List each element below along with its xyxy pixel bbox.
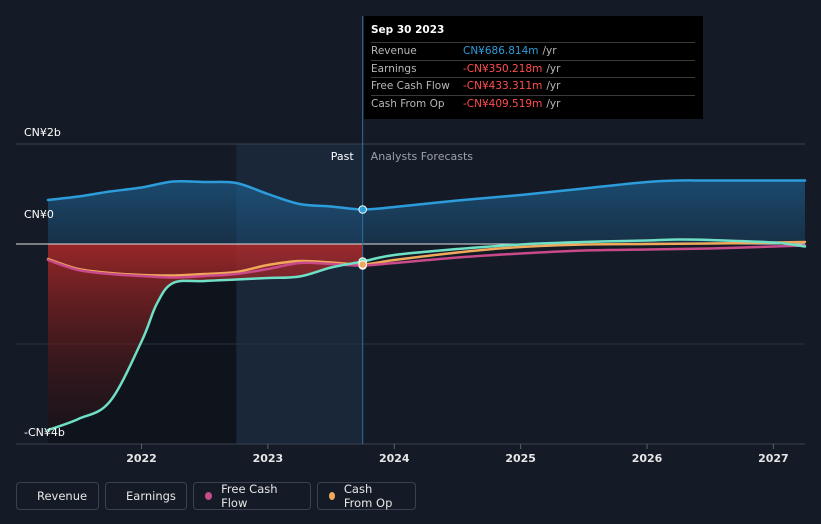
y-label-top: CN¥2b	[24, 126, 61, 139]
x-tick-label: 2023	[253, 452, 284, 465]
tooltip-row: Cash From Op -CN¥409.519m/yr	[371, 94, 695, 113]
tooltip-date: Sep 30 2023	[371, 24, 445, 36]
x-tick-label: 2024	[379, 452, 410, 465]
tooltip-row-value: -CN¥409.519m	[463, 97, 543, 110]
legend-label: Cash From Op	[343, 482, 393, 510]
legend-label: Revenue	[37, 489, 88, 503]
legend-item-revenue[interactable]: Revenue	[16, 482, 99, 510]
legend-dot-icon	[329, 492, 335, 500]
tooltip-row-value: -CN¥350.218m	[463, 62, 543, 75]
tooltip-row: Revenue CN¥686.814m/yr	[371, 42, 695, 60]
tooltip-row-label: Cash From Op	[371, 97, 445, 110]
tooltip-row-label: Revenue	[371, 45, 417, 58]
series-line-earnings	[46, 238, 807, 432]
tooltip-row-unit: /yr	[546, 62, 561, 75]
legend-item-cash-from-op[interactable]: Cash From Op	[317, 482, 416, 510]
earnings-negative-area	[48, 244, 363, 430]
series-line-free-cash-flow	[46, 244, 807, 279]
y-label-zero: CN¥0	[24, 208, 54, 221]
x-tick-label: 2026	[632, 452, 663, 465]
legend-label: Free Cash Flow	[221, 482, 278, 510]
tooltip-row-unit: /yr	[546, 97, 561, 110]
marker-revenue	[358, 205, 367, 214]
forecast-label: Analysts Forecasts	[371, 150, 474, 163]
past-label: Past	[331, 150, 355, 163]
tooltip-row-value: -CN¥433.311m	[463, 80, 543, 93]
tooltip-row-value: CN¥686.814m	[463, 45, 539, 58]
series-line-revenue	[46, 179, 807, 211]
x-tick-label: 2025	[505, 452, 536, 465]
x-tick-label: 2022	[126, 452, 157, 465]
tooltip-row: Free Cash Flow -CN¥433.311m/yr	[371, 77, 695, 95]
tooltip-row-unit: /yr	[542, 45, 557, 58]
x-tick-label: 2027	[758, 452, 789, 465]
tooltip: Sep 30 2023 Revenue CN¥686.814m/yr Earning…	[364, 16, 703, 119]
legend: Revenue Earnings Free Cash Flow Cash From O…	[16, 482, 416, 510]
legend-dot-icon	[205, 492, 213, 500]
legend-label: Earnings	[126, 489, 176, 503]
tooltip-row-label: Earnings	[371, 62, 417, 75]
tooltip-row-unit: /yr	[546, 80, 561, 93]
legend-item-free-cash-flow[interactable]: Free Cash Flow	[193, 482, 311, 510]
revenue-area	[48, 180, 805, 244]
marker-cash-from-op	[358, 260, 367, 269]
tooltip-row-label: Free Cash Flow	[371, 80, 450, 93]
tooltip-row: Earnings -CN¥350.218m/yr	[371, 59, 695, 78]
legend-item-earnings[interactable]: Earnings	[105, 482, 187, 510]
y-label-bottom: -CN¥4b	[24, 426, 65, 439]
